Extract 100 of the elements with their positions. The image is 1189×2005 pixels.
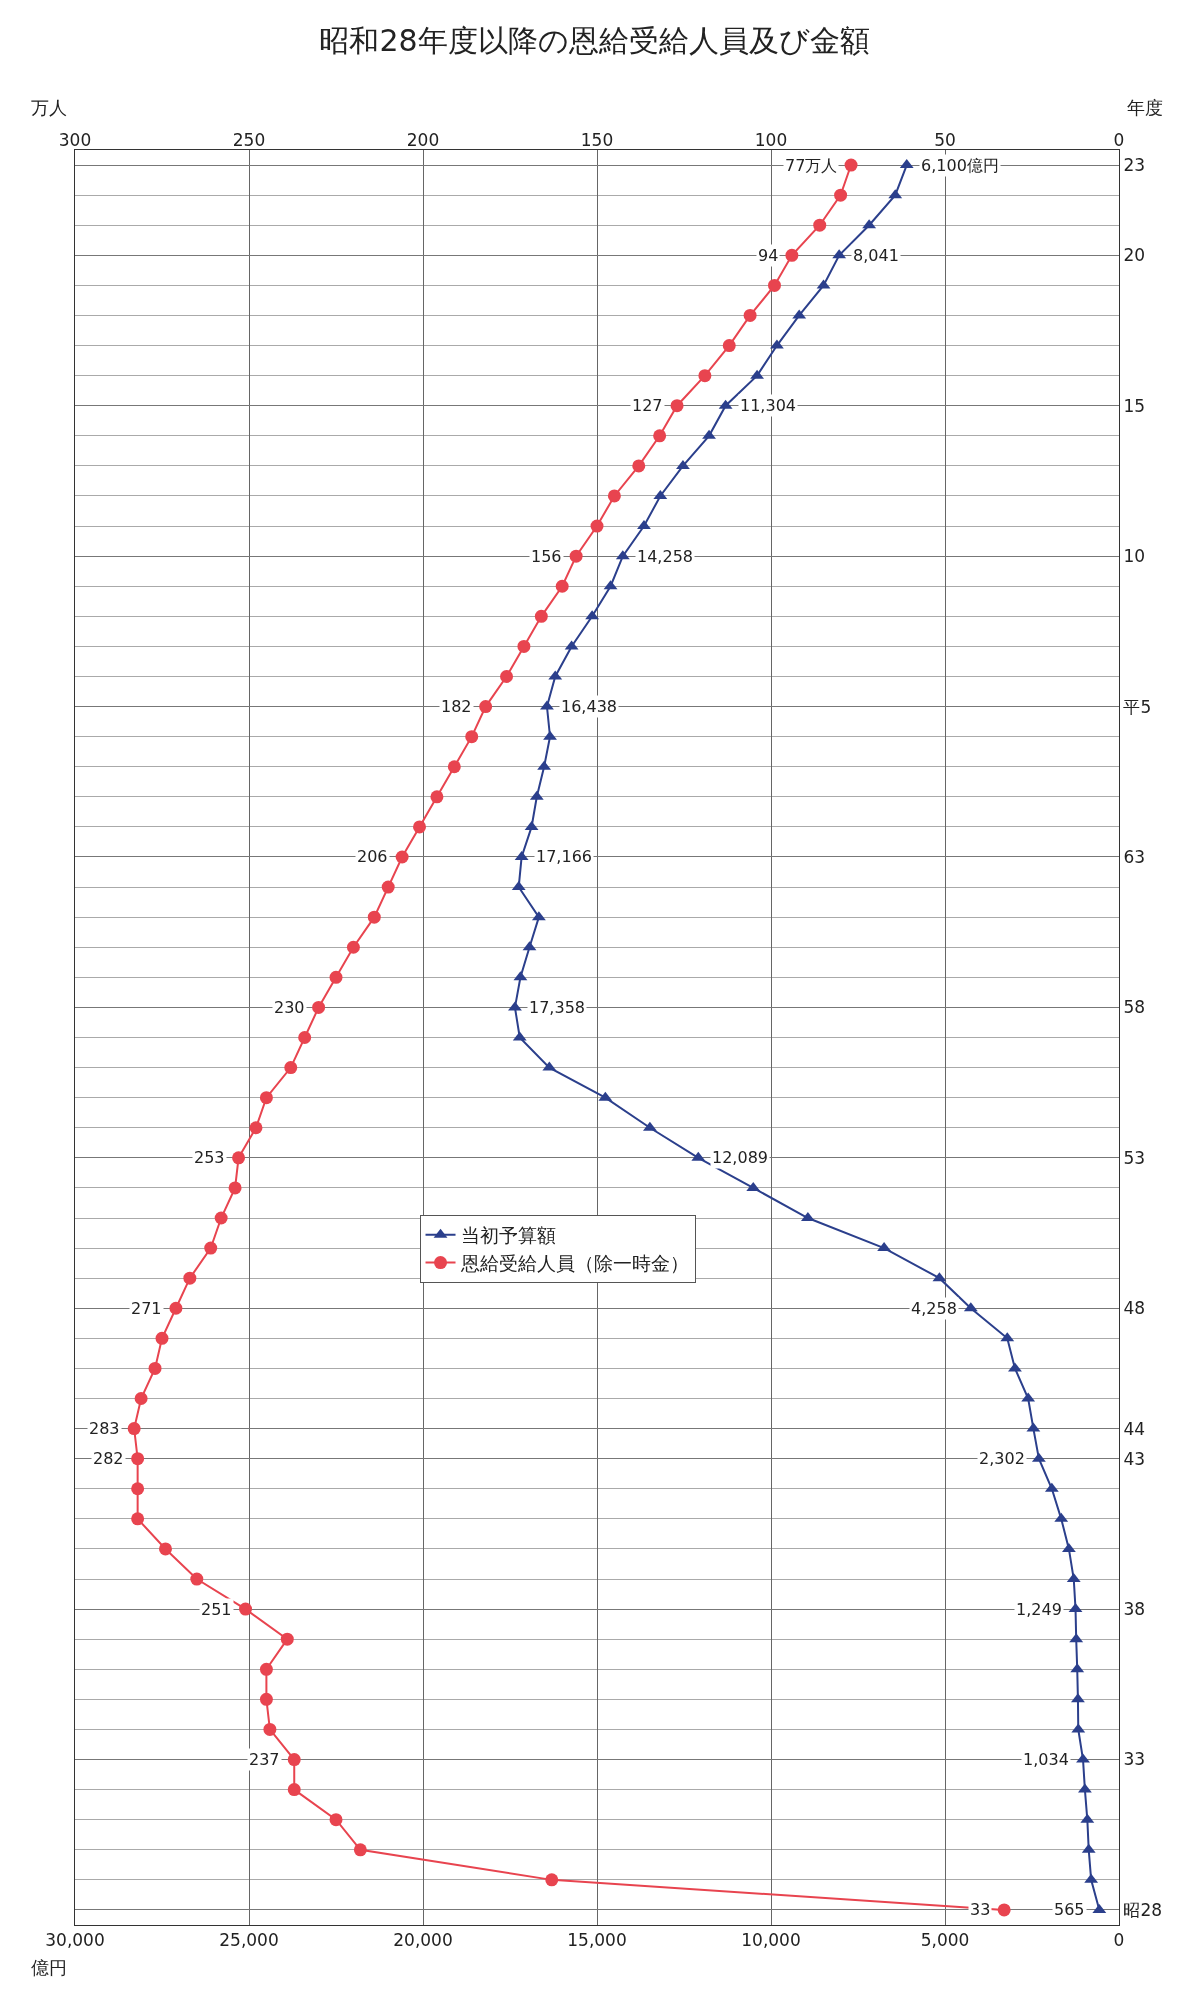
y-tick-label: 23 bbox=[1123, 154, 1146, 175]
data-label: 253 bbox=[194, 1148, 225, 1167]
point bbox=[127, 1422, 141, 1436]
point bbox=[228, 1181, 242, 1195]
point bbox=[204, 1241, 218, 1255]
data-label: 8,041 bbox=[853, 246, 899, 265]
point bbox=[698, 369, 712, 383]
point bbox=[813, 218, 827, 232]
x2-tick-label: 50 bbox=[934, 129, 956, 150]
point bbox=[239, 1602, 253, 1616]
point bbox=[249, 1121, 263, 1135]
x2-tick-label: 200 bbox=[406, 129, 440, 150]
point bbox=[214, 1211, 228, 1225]
x-tick-label: 25,000 bbox=[219, 1930, 279, 1951]
x2-tick-label: 300 bbox=[58, 129, 92, 150]
point bbox=[169, 1301, 183, 1315]
y-tick-label: 44 bbox=[1123, 1418, 1146, 1439]
point bbox=[263, 1722, 277, 1736]
legend-label: 当初予算額 bbox=[460, 1224, 556, 1247]
point bbox=[569, 549, 583, 563]
point bbox=[259, 1091, 273, 1105]
point bbox=[637, 520, 651, 530]
point bbox=[346, 940, 360, 954]
x2-axis-title: 万人 bbox=[31, 97, 67, 118]
point bbox=[353, 1843, 367, 1857]
y-tick-label: 58 bbox=[1123, 997, 1146, 1018]
y-tick-label: 63 bbox=[1123, 846, 1146, 867]
x2-tick-label: 250 bbox=[232, 129, 266, 150]
data-label: 282 bbox=[93, 1449, 124, 1468]
x-tick-label: 20,000 bbox=[393, 1930, 453, 1951]
data-label: 94 bbox=[758, 246, 779, 265]
point bbox=[329, 1813, 343, 1827]
y-tick-label: 53 bbox=[1123, 1147, 1146, 1168]
data-label: 206 bbox=[357, 847, 388, 866]
point bbox=[287, 1783, 301, 1797]
point bbox=[1076, 1753, 1090, 1763]
data-label: 182 bbox=[441, 697, 472, 716]
x-axis-title: 億円 bbox=[31, 1957, 67, 1978]
point bbox=[158, 1542, 172, 1556]
data-label: 33 bbox=[970, 1900, 991, 1919]
point bbox=[540, 700, 554, 710]
y-tick-label: 平5 bbox=[1123, 696, 1152, 717]
x-tick-label: 30,000 bbox=[45, 1930, 105, 1951]
point bbox=[284, 1061, 298, 1075]
y-axis-title: 年度 bbox=[1127, 97, 1163, 118]
x2-tick-label: 0 bbox=[1113, 129, 1125, 150]
point bbox=[280, 1632, 294, 1646]
y-tick-label: 43 bbox=[1123, 1448, 1146, 1469]
y-tick-label: 48 bbox=[1123, 1298, 1146, 1319]
x-tick-label: 15,000 bbox=[567, 1930, 627, 1951]
point bbox=[834, 188, 848, 202]
point bbox=[1008, 1362, 1022, 1372]
data-label: 4,258 bbox=[911, 1299, 957, 1318]
chart-title: 昭和28年度以降の恩給受給人員及び金額 bbox=[319, 23, 870, 59]
x-tick-label: 0 bbox=[1113, 1930, 1125, 1951]
point bbox=[430, 790, 444, 804]
point bbox=[702, 429, 716, 439]
data-label: 6,100億円 bbox=[921, 156, 999, 175]
point bbox=[298, 1031, 312, 1044]
point bbox=[632, 459, 646, 473]
data-label: 271 bbox=[131, 1299, 162, 1318]
point bbox=[743, 308, 757, 322]
point bbox=[447, 760, 461, 774]
point bbox=[1071, 1693, 1085, 1703]
data-label: 283 bbox=[89, 1419, 120, 1438]
x2-tick-label: 100 bbox=[754, 129, 788, 150]
point bbox=[183, 1271, 197, 1285]
point bbox=[259, 1662, 273, 1676]
legend-label: 恩給受給人員（除一時金） bbox=[459, 1251, 689, 1274]
point bbox=[465, 730, 479, 744]
point bbox=[155, 1331, 169, 1345]
point bbox=[329, 970, 343, 984]
data-label: 17,358 bbox=[529, 998, 585, 1017]
point bbox=[367, 910, 381, 924]
y-tick-label: 昭28 bbox=[1123, 1899, 1163, 1920]
point bbox=[500, 669, 514, 683]
data-label: 237 bbox=[249, 1750, 280, 1769]
point bbox=[653, 429, 667, 443]
x2-tick-label: 150 bbox=[580, 129, 614, 150]
y-tick-label: 15 bbox=[1123, 395, 1146, 416]
point bbox=[413, 820, 427, 834]
point bbox=[134, 1392, 148, 1406]
data-label: 12,089 bbox=[712, 1148, 768, 1167]
x-tick-label: 5,000 bbox=[920, 1930, 970, 1951]
data-label: 251 bbox=[201, 1600, 232, 1619]
point bbox=[844, 158, 858, 172]
point bbox=[131, 1452, 145, 1466]
point bbox=[997, 1903, 1011, 1917]
data-label: 11,304 bbox=[740, 396, 796, 415]
point bbox=[312, 1000, 326, 1014]
point bbox=[148, 1361, 162, 1375]
point bbox=[607, 489, 621, 503]
y-tick-label: 33 bbox=[1123, 1749, 1146, 1770]
point bbox=[131, 1482, 145, 1496]
point bbox=[381, 880, 395, 894]
point bbox=[785, 248, 799, 262]
point bbox=[767, 278, 781, 292]
data-label: 1,249 bbox=[1016, 1600, 1062, 1619]
y-tick-label: 10 bbox=[1123, 546, 1146, 567]
point bbox=[259, 1692, 273, 1706]
